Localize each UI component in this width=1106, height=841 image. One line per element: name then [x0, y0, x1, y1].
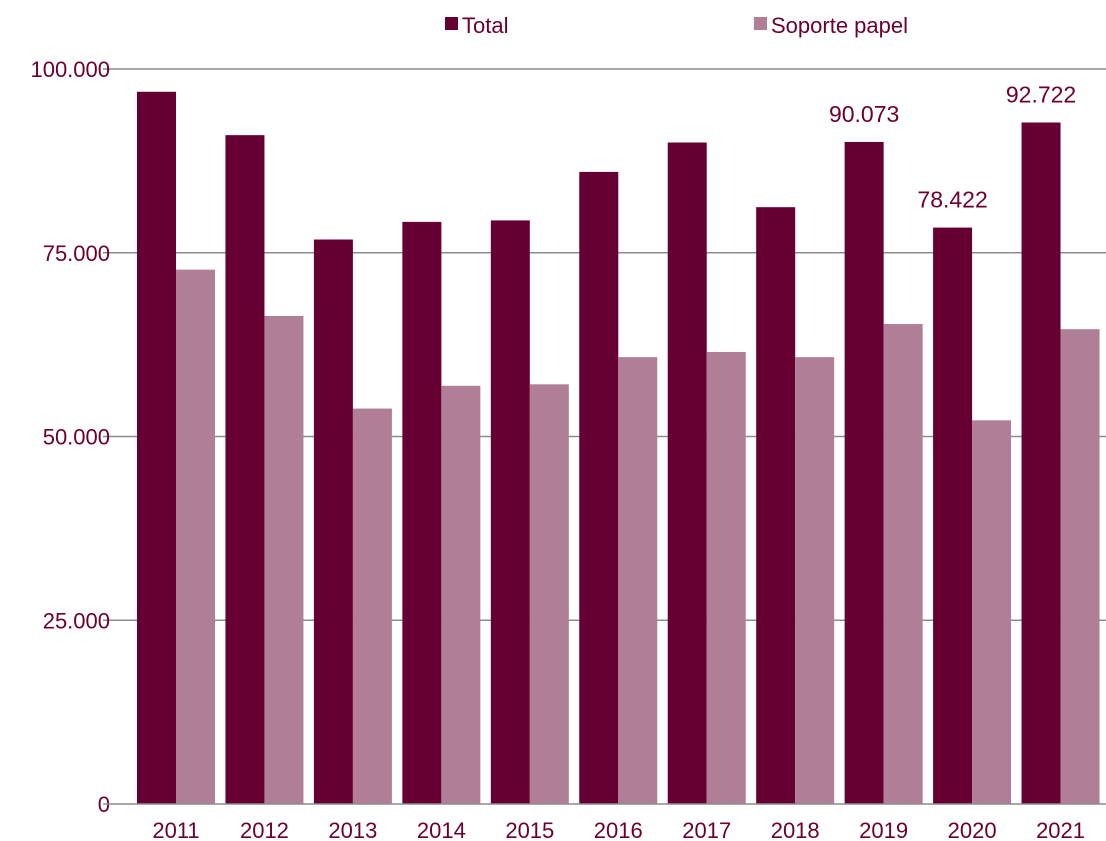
x-tick-label: 2019	[859, 818, 908, 841]
bar-soporte-papel-2021	[1060, 329, 1100, 804]
data-label-2019: 90.073	[829, 101, 899, 127]
x-tick-label: 2020	[948, 818, 997, 841]
bar-soporte-papel-2012	[264, 315, 304, 804]
bar-total-2019	[844, 141, 884, 805]
x-tick-label: 2021	[1036, 818, 1085, 841]
bar-total-2015	[490, 220, 530, 804]
x-tick-label: 2015	[505, 818, 554, 841]
y-tick-label: 25.000	[43, 608, 110, 633]
bar-total-2021	[1021, 122, 1061, 805]
bar-total-2013	[313, 239, 353, 804]
x-tick-label: 2011	[152, 818, 199, 841]
bar-soporte-papel-2018	[795, 357, 835, 804]
bars	[137, 91, 1100, 805]
legend-swatch-total	[445, 17, 458, 30]
bar-soporte-papel-2016	[618, 357, 658, 804]
bar-total-2018	[756, 207, 796, 804]
y-tick-label: 75.000	[43, 241, 110, 266]
legend: Total Soporte papel	[445, 13, 908, 38]
data-label-2020: 78.422	[917, 187, 987, 213]
x-tick-label: 2012	[240, 818, 289, 841]
bar-total-2011	[137, 91, 176, 804]
bar-soporte-papel-2013	[352, 408, 392, 804]
legend-label-total: Total	[462, 13, 508, 38]
x-axis-ticks: 2011 2012 2013 2014 2015 2016 2017 2018 2019 2020…	[152, 818, 1085, 841]
x-tick-label: 2018	[771, 818, 820, 841]
y-tick-label: 50.000	[43, 425, 110, 450]
bar-total-2012	[225, 135, 265, 804]
bar-soporte-papel-2017	[706, 351, 746, 804]
x-tick-label: 2017	[682, 818, 731, 841]
bar-soporte-papel-2015	[529, 384, 569, 804]
x-tick-label: 2014	[417, 818, 466, 841]
bar-soporte-papel-2011	[176, 269, 215, 804]
x-tick-label: 2013	[328, 818, 377, 841]
bar-total-2020	[933, 227, 973, 805]
x-tick-label: 2016	[594, 818, 643, 841]
y-tick-label: 100.000	[30, 57, 110, 82]
data-labels: 90.073 78.422 92.722	[829, 81, 1076, 212]
bar-total-2017	[667, 142, 707, 804]
bar-total-2016	[579, 171, 619, 804]
legend-label-soporte-papel: Soporte papel	[771, 13, 908, 38]
bar-soporte-papel-2020	[972, 420, 1012, 804]
bar-total-2014	[402, 221, 442, 804]
data-label-2021: 92.722	[1006, 81, 1076, 107]
legend-swatch-soporte-papel	[754, 17, 767, 30]
bar-soporte-papel-2019	[883, 324, 923, 804]
bar-soporte-papel-2014	[441, 385, 481, 804]
